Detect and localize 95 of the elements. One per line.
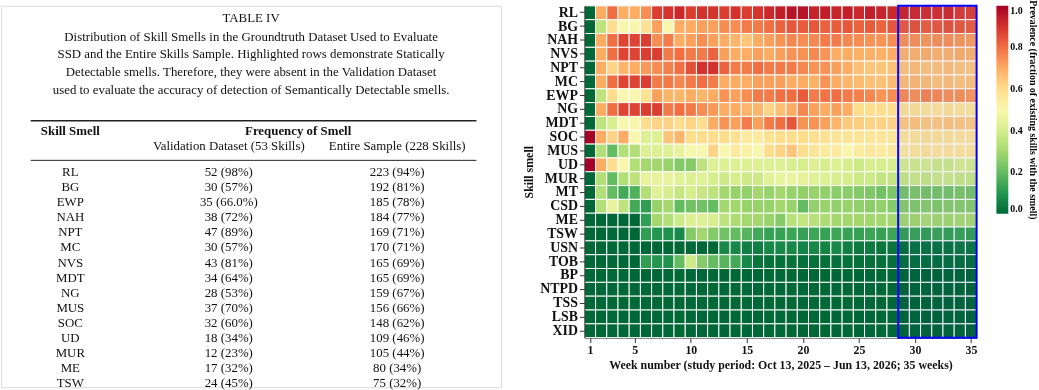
- x-tick-label: 1: [587, 342, 594, 357]
- text: 34 (64%): [204, 270, 253, 285]
- category-label: TSW: [56, 375, 85, 390]
- text: 38 (72%): [204, 210, 253, 225]
- text: Entire Sample (228 Skills): [328, 139, 466, 154]
- text: 75 (32%): [373, 375, 422, 390]
- color-bar-label: 0.4: [1010, 124, 1023, 136]
- y-tick-label: MT: [555, 184, 579, 200]
- text: TABLE IV: [222, 10, 281, 25]
- text: Skill Smell: [40, 123, 101, 138]
- text: 184 (77%): [369, 210, 425, 225]
- y-tick-label: LSB: [551, 308, 578, 324]
- y-tick-label: NAH: [547, 32, 579, 48]
- y-tick-label: BP: [560, 267, 579, 283]
- text: 148 (62%): [369, 315, 425, 330]
- y-tick-label: TOB: [548, 253, 578, 269]
- category-label: MUR: [55, 345, 86, 360]
- color-bar-label: 1.0: [1010, 4, 1023, 16]
- color-bar-label: 0.8: [1010, 41, 1023, 53]
- text: 35 (66.0%): [199, 195, 258, 210]
- text: 192 (81%): [369, 180, 425, 195]
- y-tick-label: NTPD: [540, 281, 578, 297]
- text: 43 (81%): [204, 255, 253, 270]
- text: 30 (57%): [204, 180, 253, 195]
- y-tick-label: SOC: [549, 129, 578, 145]
- text: 24 (45%): [204, 375, 253, 390]
- category-label: MUS: [56, 300, 85, 315]
- text: 165 (69%): [369, 255, 425, 270]
- y-tick-label: TSW: [547, 225, 579, 241]
- y-axis-title: Skill smell: [522, 145, 537, 199]
- text: 109 (46%): [369, 330, 425, 345]
- category-label: BG: [61, 180, 80, 195]
- text: 165 (69%): [369, 270, 425, 285]
- text: 185 (78%): [369, 195, 425, 210]
- y-tick-label: NG: [557, 101, 579, 117]
- y-tick-label: MC: [554, 73, 578, 89]
- y-tick-label: RL: [558, 4, 578, 20]
- text: 37 (70%): [204, 300, 253, 315]
- text: 28 (53%): [204, 285, 253, 300]
- y-tick-label: ME: [555, 212, 578, 228]
- x-tick-label: 30: [909, 342, 922, 357]
- category-label: MDT: [56, 270, 85, 285]
- x-tick-label: 35: [965, 342, 978, 357]
- y-tick-label: CSD: [550, 198, 578, 214]
- text: 159 (67%): [369, 285, 425, 300]
- text: 17 (32%): [204, 360, 253, 375]
- text: 105 (44%): [369, 345, 425, 360]
- category-label: EWP: [56, 195, 84, 210]
- y-tick-label: MUS: [547, 142, 579, 158]
- category-label: RL: [62, 165, 79, 180]
- category-label: NVS: [57, 255, 84, 270]
- y-tick-label: NVS: [550, 46, 579, 62]
- x-tick-label: 10: [685, 342, 698, 357]
- text: 170 (71%): [369, 240, 425, 255]
- text: Distribution of Skill Smells in the Groundtruth Dataset Used to Evaluate: [64, 29, 439, 44]
- y-tick-label: TSS: [553, 295, 579, 311]
- x-tick-label: 15: [741, 342, 754, 357]
- text: 32 (60%): [204, 315, 253, 330]
- color-bar-label: 0.0: [1010, 202, 1023, 214]
- x-tick-label: 20: [797, 342, 810, 357]
- text: 12 (23%): [204, 345, 253, 360]
- color-bar-title: Prevalence (fraction of existing skills with the smell): [1027, 0, 1039, 220]
- color-bar-label: 0.6: [1010, 83, 1023, 95]
- category-label: NPT: [58, 225, 83, 240]
- y-tick-label: MDT: [545, 115, 579, 131]
- y-tick-label: NPT: [550, 60, 579, 76]
- category-label: UD: [61, 330, 80, 345]
- text: Frequency of Smell: [245, 123, 352, 138]
- y-tick-label: BG: [557, 18, 579, 34]
- text: 169 (71%): [369, 225, 425, 240]
- y-tick-label: MUR: [544, 170, 579, 186]
- category-label: ME: [60, 360, 81, 375]
- color-bar-label: 0.2: [1010, 166, 1023, 178]
- category-label: SOC: [57, 315, 83, 330]
- text: 80 (34%): [373, 360, 422, 375]
- y-tick-label: USN: [550, 239, 578, 255]
- category-label: NAH: [56, 210, 85, 225]
- text: Detectable smells. Therefore, they were absent in the Validation Dataset: [65, 65, 437, 80]
- category-label: NG: [61, 285, 80, 300]
- x-tick-label: 5: [632, 342, 639, 357]
- y-tick-label: EWP: [546, 87, 579, 103]
- text: 30 (57%): [204, 240, 253, 255]
- category-label: MC: [60, 240, 81, 255]
- y-tick-label: XID: [552, 322, 578, 338]
- text: used to evaluate the accuracy of detection of Semantically Detectable smells.: [52, 82, 450, 97]
- text: Validation Dataset (53 Skills): [152, 139, 305, 154]
- text: 47 (89%): [204, 225, 253, 240]
- y-tick-label: UD: [557, 156, 578, 172]
- x-axis-title: Week number (study period: Oct 13, 2025 – Jun 13, 2026; 35 weeks): [609, 357, 953, 372]
- text: 18 (34%): [204, 330, 253, 345]
- x-tick-label: 25: [853, 342, 866, 357]
- text: 156 (66%): [369, 300, 425, 315]
- text: SSD and the Entire Skills Sample. Highlighted rows demonstrate Statically: [57, 47, 446, 62]
- text: 223 (94%): [369, 165, 425, 180]
- text: 52 (98%): [204, 165, 253, 180]
